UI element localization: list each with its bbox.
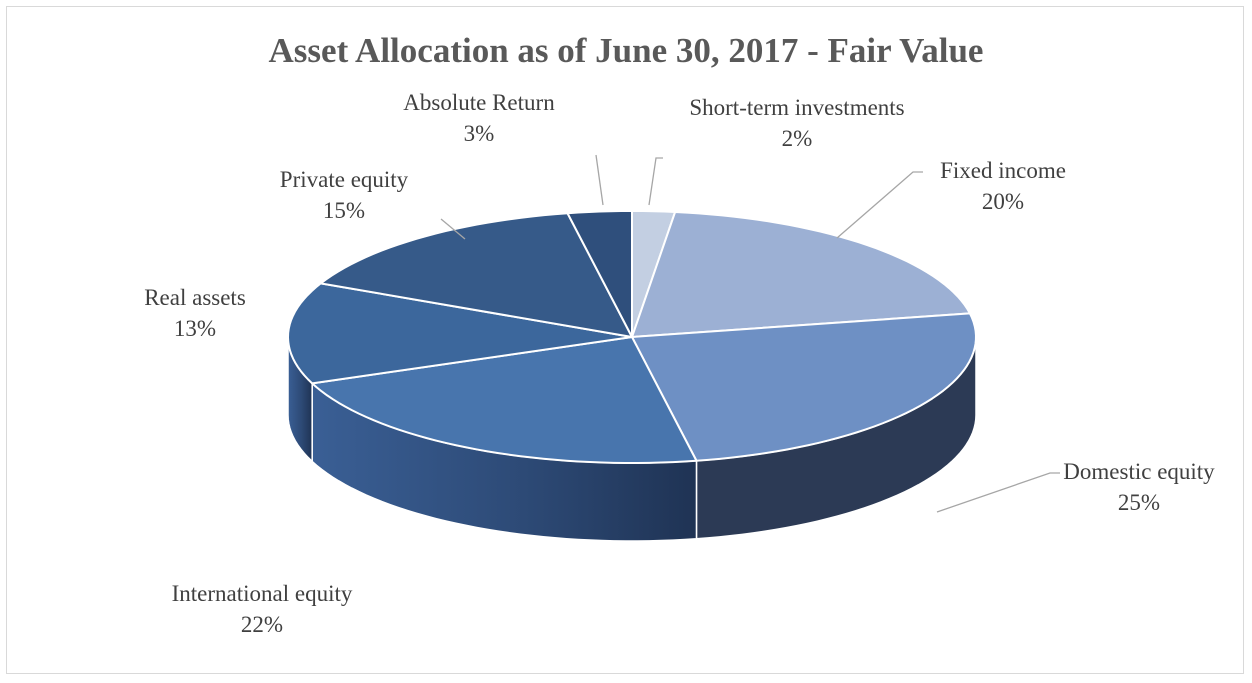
slice-fixed-income bbox=[631, 210, 971, 338]
slice-label-fixed-income: Fixed income bbox=[940, 158, 1066, 183]
slice-private-equity bbox=[319, 212, 633, 338]
chart-title: Asset Allocation as of June 30, 2017 - F… bbox=[269, 31, 984, 70]
slice-percent-private-equity: 15% bbox=[323, 198, 365, 223]
slice-real-assets bbox=[287, 282, 633, 385]
slice-percent-short-term-investments: 2% bbox=[782, 126, 813, 151]
leader-line-fixed-income bbox=[836, 171, 923, 239]
slice-label-private-equity: Private equity bbox=[280, 167, 409, 192]
slice-percent-international-equity: 22% bbox=[241, 612, 283, 637]
pie-chart: Asset Allocation as of June 30, 2017 - F… bbox=[144, 31, 1215, 637]
chart-frame: Asset Allocation as of June 30, 2017 - F… bbox=[6, 6, 1244, 674]
slice-label-short-term-investments: Short-term investments bbox=[689, 95, 904, 120]
slice-domestic-equity bbox=[631, 312, 977, 462]
leader-line-private-equity bbox=[440, 218, 466, 240]
slice-label-absolute-return: Absolute Return bbox=[403, 90, 555, 115]
leader-line-domestic-equity bbox=[936, 472, 1060, 513]
slice-international-equity bbox=[311, 336, 698, 464]
slice-percent-real-assets: 13% bbox=[174, 316, 216, 341]
leader-line-absolute-return bbox=[595, 154, 604, 206]
slice-percent-absolute-return: 3% bbox=[464, 121, 495, 146]
slice-labels: Short-term investments 2% Fixed income 20% D… bbox=[144, 90, 1215, 637]
leader-lines bbox=[440, 154, 1060, 513]
slice-percent-fixed-income: 20% bbox=[982, 189, 1024, 214]
leader-line-short-term-investments bbox=[648, 157, 663, 206]
slice-percent-domestic-equity: 25% bbox=[1118, 490, 1160, 515]
slice-label-real-assets: Real assets bbox=[144, 285, 246, 310]
slice-absolute-return bbox=[566, 210, 633, 338]
pie-top-slices bbox=[287, 210, 977, 464]
slice-label-domestic-equity: Domestic equity bbox=[1063, 459, 1215, 484]
slice-label-international-equity: International equity bbox=[172, 581, 353, 606]
